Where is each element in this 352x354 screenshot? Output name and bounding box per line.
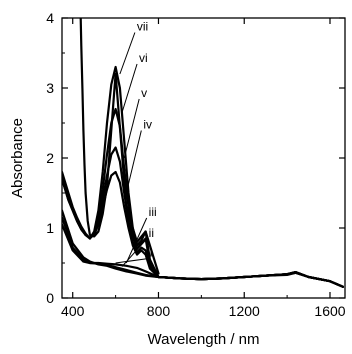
y-tick-label: 0 xyxy=(46,290,54,306)
annotation-label-i: i xyxy=(150,246,153,260)
y-tick-label: 2 xyxy=(46,150,54,166)
x-tick-label: 1200 xyxy=(229,303,260,319)
y-axis-label: Absorbance xyxy=(9,118,26,198)
y-axis-ticks: 0 1 2 3 4 xyxy=(46,10,345,306)
annotation-leader-iii xyxy=(125,217,148,264)
annotation-leader-v xyxy=(123,98,140,159)
x-axis-ticks: 400 800 1200 1600 xyxy=(61,18,346,319)
y-tick-label: 3 xyxy=(46,80,54,96)
annotation-label-iv: iv xyxy=(143,118,152,132)
series-line-reference xyxy=(79,18,160,275)
annotation-label-vii: vii xyxy=(137,20,148,34)
annotation-label-vi: vi xyxy=(139,51,148,65)
series-line-vii xyxy=(62,65,344,288)
x-tick-label: 1600 xyxy=(314,303,345,319)
x-tick-label: 800 xyxy=(147,303,171,319)
y-tick-label: 4 xyxy=(46,10,54,26)
annotation-leaders xyxy=(115,32,148,267)
annotation-leader-vi xyxy=(121,63,138,113)
series-line-ii xyxy=(62,216,344,288)
series-lines xyxy=(62,18,344,288)
annotation-label-iii: iii xyxy=(149,205,157,219)
annotation-label-ii: ii xyxy=(149,226,154,240)
y-tick-label: 1 xyxy=(46,220,54,236)
annotation-leader-vii xyxy=(119,32,136,75)
x-axis-label: Wavelength / nm xyxy=(148,331,260,348)
annotation-leader-iv xyxy=(125,130,142,194)
annotation-leader-i xyxy=(115,258,148,264)
series-line-i xyxy=(62,223,344,288)
x-tick-label: 400 xyxy=(61,303,85,319)
annotation-label-v: v xyxy=(141,86,147,100)
